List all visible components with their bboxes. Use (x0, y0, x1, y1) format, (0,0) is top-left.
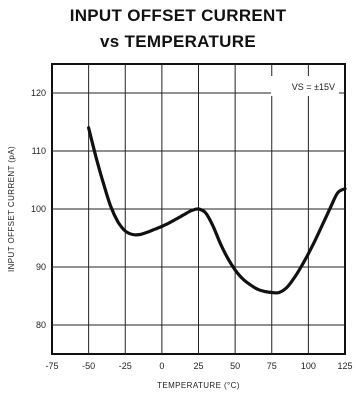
x-tick-label: 75 (267, 361, 277, 371)
y-tick-labels: 80 90 100 110 120 (31, 88, 46, 330)
chart-title: INPUT OFFSET CURRENT (69, 6, 287, 25)
y-tick-label: 120 (31, 88, 46, 98)
x-tick-label: 100 (301, 361, 316, 371)
x-tick-label: 125 (337, 361, 352, 371)
x-tick-label: 25 (193, 361, 203, 371)
y-tick-label: 90 (36, 262, 46, 272)
chart-subtitle: vs TEMPERATURE (100, 32, 256, 51)
y-tick-label: 80 (36, 320, 46, 330)
y-axis-label: INPUT OFFSET CURRENT (pA) (7, 146, 16, 272)
x-tick-labels: -75 -50 -25 0 25 50 75 100 125 (45, 361, 352, 371)
series-line (87, 126, 347, 295)
x-tick-label: -25 (119, 361, 132, 371)
x-tick-label: 0 (159, 361, 164, 371)
supply-voltage-annotation: VS = ±15V (292, 82, 335, 92)
x-tick-label: -50 (82, 361, 95, 371)
y-tick-label: 110 (32, 146, 46, 156)
x-tick-label: 50 (230, 361, 240, 371)
x-tick-label: -75 (45, 361, 58, 371)
x-axis-label: TEMPERATURE (°C) (157, 381, 240, 390)
y-tick-label: 100 (31, 204, 46, 214)
annotation-background (271, 76, 339, 96)
